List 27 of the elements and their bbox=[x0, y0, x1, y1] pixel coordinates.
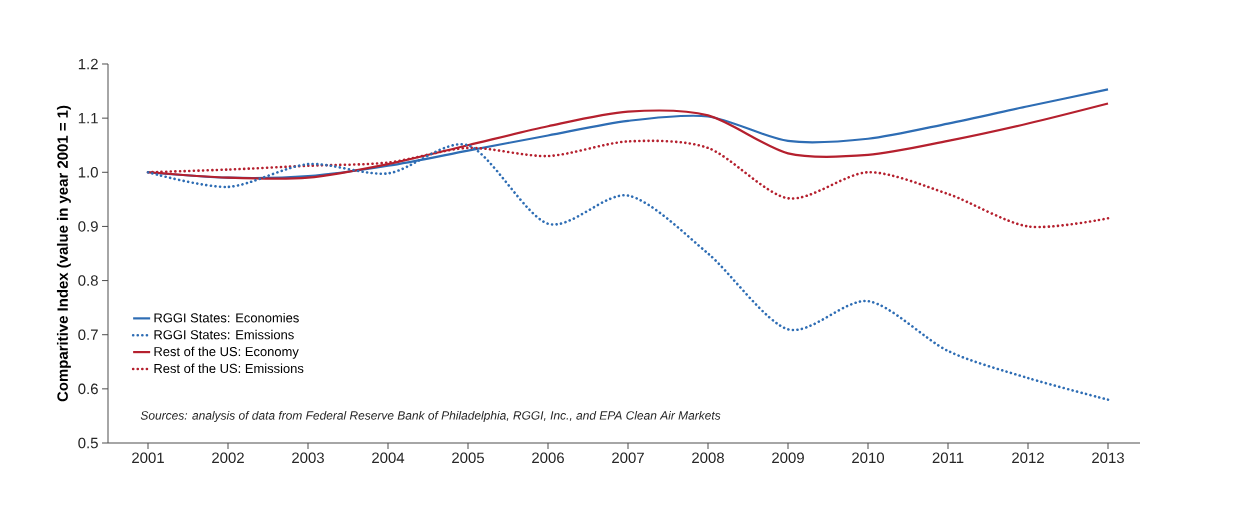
y-tick-label: 1.1 bbox=[78, 113, 98, 124]
y-axis-title: Comparitive Index (value in year 2001 = 1) bbox=[56, 105, 71, 402]
x-tick-label: 2012 bbox=[1012, 452, 1044, 464]
x-tick-label: 2009 bbox=[772, 452, 804, 464]
x-tick-label: 2013 bbox=[1092, 452, 1124, 464]
x-tick-label: 2002 bbox=[212, 452, 244, 464]
y-tick-label: 0.8 bbox=[78, 275, 98, 286]
legend-label: Rest of the US: Emissions bbox=[154, 363, 304, 374]
y-tick-label: 0.7 bbox=[78, 329, 98, 340]
x-tick-label: 2007 bbox=[612, 452, 644, 464]
x-tick-label: 2006 bbox=[532, 452, 564, 464]
x-tick-label: 2004 bbox=[372, 452, 405, 464]
x-tick-label: 2003 bbox=[292, 452, 324, 464]
y-tick-label: 1.0 bbox=[78, 166, 98, 178]
y-tick-label: 0.5 bbox=[78, 437, 98, 449]
legend-label: Rest of the US: Economy bbox=[154, 346, 299, 359]
y-tick-label: 1.2 bbox=[78, 58, 98, 70]
annotation: Sources: analysis of data from Federal Reserve Bank of Philadelphia, RGGI, Inc., and EPA Clean Air Markets bbox=[140, 410, 721, 423]
legend-label: RGGI States: Emissions bbox=[154, 329, 294, 340]
x-tick-label: 2008 bbox=[692, 452, 724, 464]
x-tick-label: 2001 bbox=[132, 452, 164, 464]
x-tick-label: 2005 bbox=[452, 452, 484, 464]
legend-label: RGGI States: Economies bbox=[154, 312, 299, 323]
y-tick-label: 0.9 bbox=[78, 221, 98, 232]
y-tick-label: 0.6 bbox=[78, 383, 98, 395]
x-tick-label: 2010 bbox=[852, 452, 885, 464]
x-tick-label: 2011 bbox=[932, 452, 964, 464]
